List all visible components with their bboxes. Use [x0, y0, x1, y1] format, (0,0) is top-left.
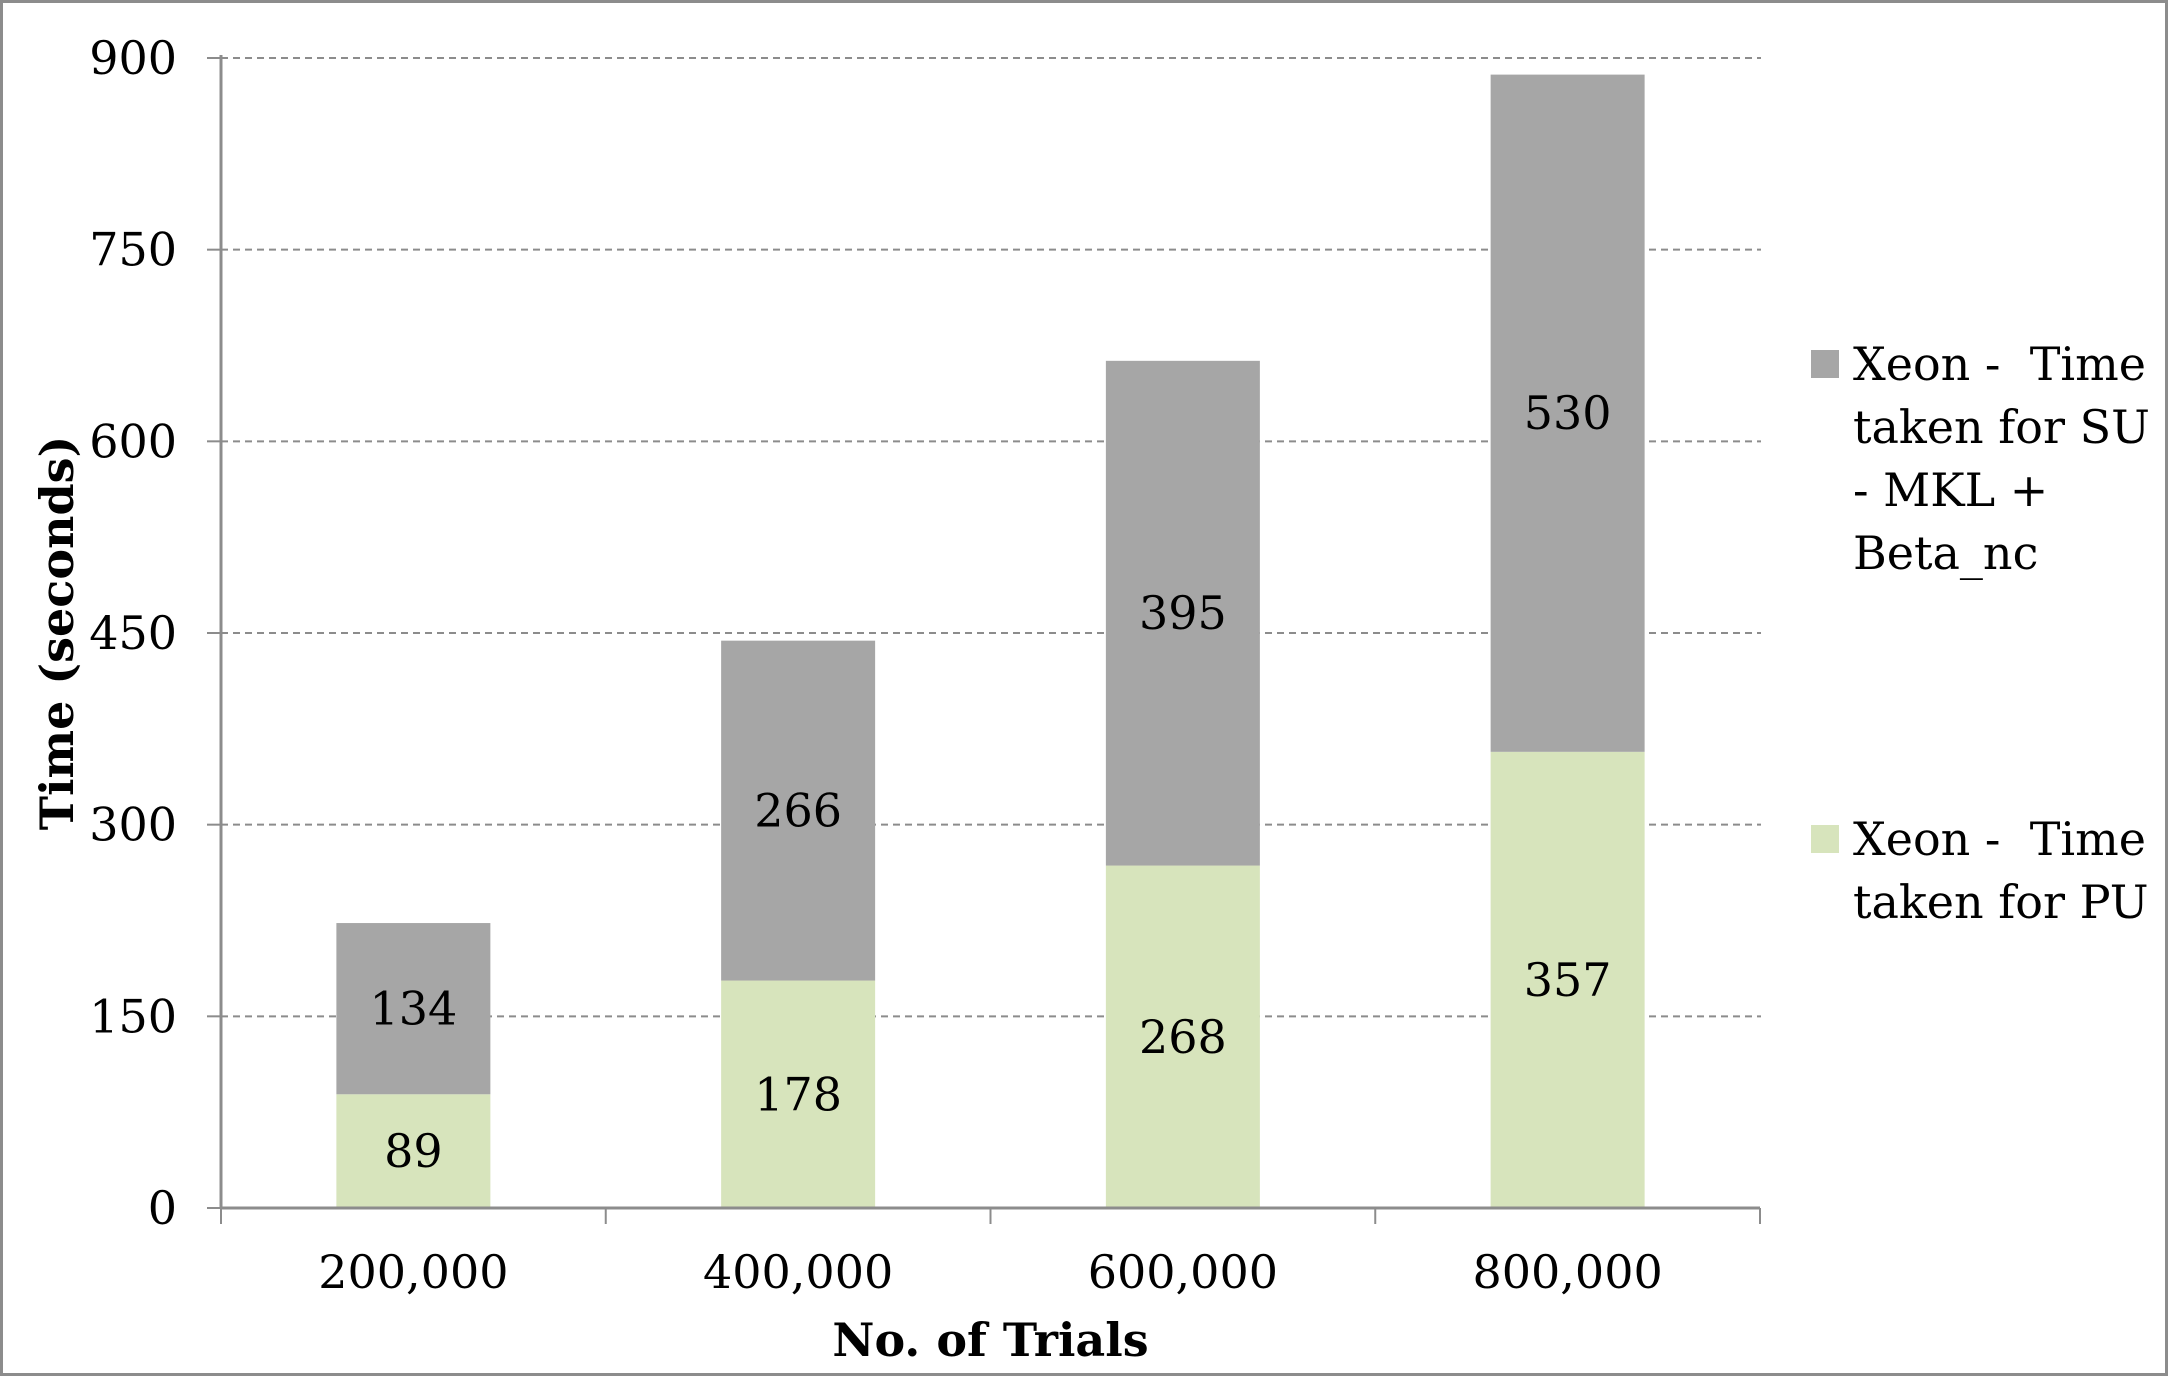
data-label: 357	[1524, 953, 1612, 1007]
x-tick-label: 800,000	[1473, 1245, 1663, 1299]
data-label: 89	[384, 1124, 443, 1178]
x-tick-label: 200,000	[318, 1245, 508, 1299]
data-label: 268	[1139, 1010, 1227, 1064]
data-label: 178	[754, 1067, 842, 1121]
legend-label-line: taken for PU	[1853, 875, 2149, 929]
bar-segment	[1490, 74, 1645, 752]
x-axis-title: No. of Trials	[832, 1313, 1148, 1367]
legend-swatch	[1811, 825, 1839, 853]
bar-segment	[1105, 865, 1260, 1208]
bar-segment	[721, 640, 876, 981]
bar-segment	[1105, 360, 1260, 866]
legend-label-line: Beta_nc	[1853, 526, 2038, 580]
legend-swatch	[1811, 350, 1839, 378]
y-tick-label: 450	[89, 606, 177, 660]
labels-layer: 0 150 300 450 600 750 900 89 134 200,000 178 266 400…	[89, 31, 1663, 1299]
legend-label-line: taken for SU	[1853, 400, 2150, 454]
bar-segment	[721, 980, 876, 1208]
y-tick-label: 750	[89, 223, 177, 277]
legend-label-line: Xeon - Time	[1853, 812, 2146, 866]
legend: Xeon - Time taken for SU - MKL + Beta_nc Xeo…	[1811, 337, 2150, 929]
bar-segment	[1490, 751, 1645, 1208]
x-tick-label: 600,000	[1088, 1245, 1278, 1299]
data-label: 134	[369, 982, 457, 1036]
y-tick-label: 300	[89, 798, 177, 852]
y-tick-label: 0	[148, 1181, 177, 1235]
data-label: 530	[1524, 386, 1612, 440]
axes-layer	[207, 55, 1761, 1224]
data-label: 395	[1139, 586, 1227, 640]
y-tick-label: 900	[89, 31, 177, 85]
y-tick-label: 150	[89, 989, 177, 1043]
bars-layer	[336, 74, 1645, 1208]
legend-label-line: Xeon - Time	[1853, 337, 2146, 391]
stacked-bar-chart: 0 150 300 450 600 750 900 89 134 200,000 178 266 400…	[30, 31, 2150, 1367]
y-tick-label: 600	[89, 414, 177, 468]
legend-label-line: - MKL +	[1853, 463, 2048, 517]
bar-segment	[336, 1094, 491, 1208]
y-axis-title: Time (seconds)	[30, 436, 84, 831]
grid-layer	[221, 57, 1761, 1018]
bar-segment	[336, 923, 491, 1095]
x-tick-label: 400,000	[703, 1245, 893, 1299]
data-label: 266	[754, 784, 842, 838]
